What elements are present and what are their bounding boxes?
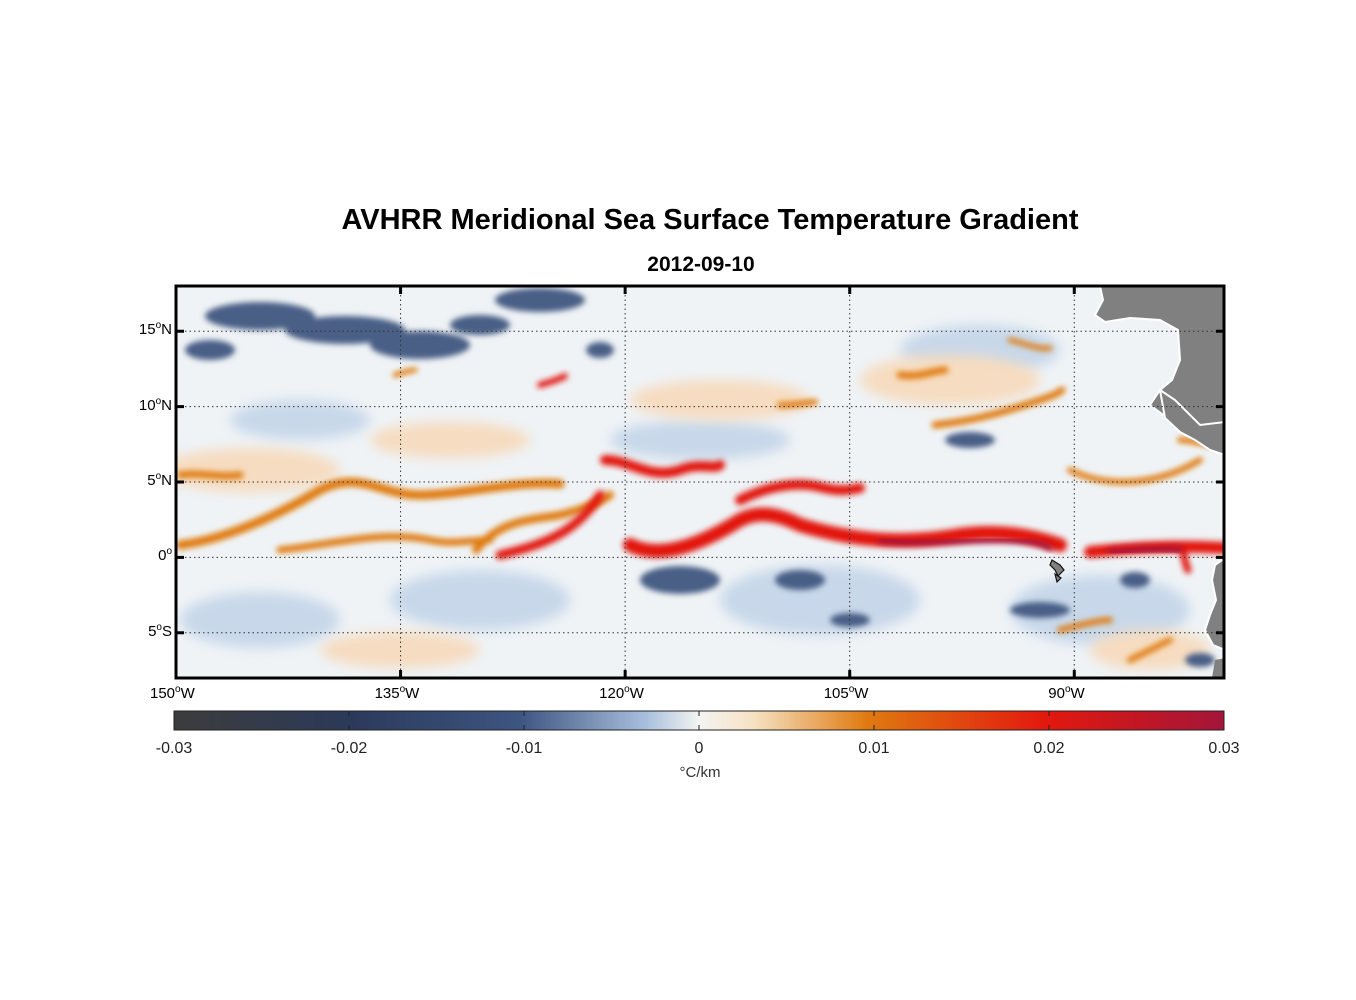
axis-ticks [174, 286, 1224, 678]
map-date-subtitle: 2012-09-10 [647, 253, 755, 276]
lat-tick-label: 0o [158, 546, 172, 565]
lat-tick-label: 5oS [148, 621, 172, 640]
lon-tick-label: 120oW [599, 684, 644, 702]
colorbar-units: °C/km [679, 764, 721, 781]
south-america-land [1203, 557, 1224, 651]
lat-tick-label: 5oN [147, 471, 172, 489]
colorbar-tick-label: 0.01 [858, 740, 890, 757]
lon-tick-label: 90oW [1048, 684, 1085, 702]
colorbar-tick-label: 0.02 [1033, 740, 1065, 757]
colorbar-tick-label: 0.03 [1208, 740, 1240, 757]
gradient-field [176, 286, 1224, 678]
colorbar-tick-label: 0 [694, 740, 704, 757]
dark-blue-patches [185, 288, 1215, 667]
lon-tick-label: 135oW [374, 684, 420, 702]
crimson-core [877, 536, 1183, 555]
lat-tick-label: 10oN [138, 395, 172, 414]
colorbar-tick-label: -0.01 [505, 740, 543, 757]
south-america-land-2 [1212, 658, 1224, 678]
light-blue-patches [180, 325, 1190, 648]
graticule [175, 286, 1224, 678]
lon-tick-label: 105oW [823, 684, 869, 702]
light-orange-patches [176, 355, 1210, 670]
galapagos-islands-2 [1054, 572, 1062, 584]
lat-tick-label: 15oN [138, 320, 172, 339]
map-title: AVHRR Meridional Sea Surface Temperature… [341, 204, 1079, 236]
colorbar-ticks [173, 711, 1225, 730]
lon-tick-label: 150oW [150, 684, 195, 702]
colorbar-tick-label: -0.02 [330, 740, 368, 757]
colorbar-tick-label: -0.03 [155, 740, 193, 757]
